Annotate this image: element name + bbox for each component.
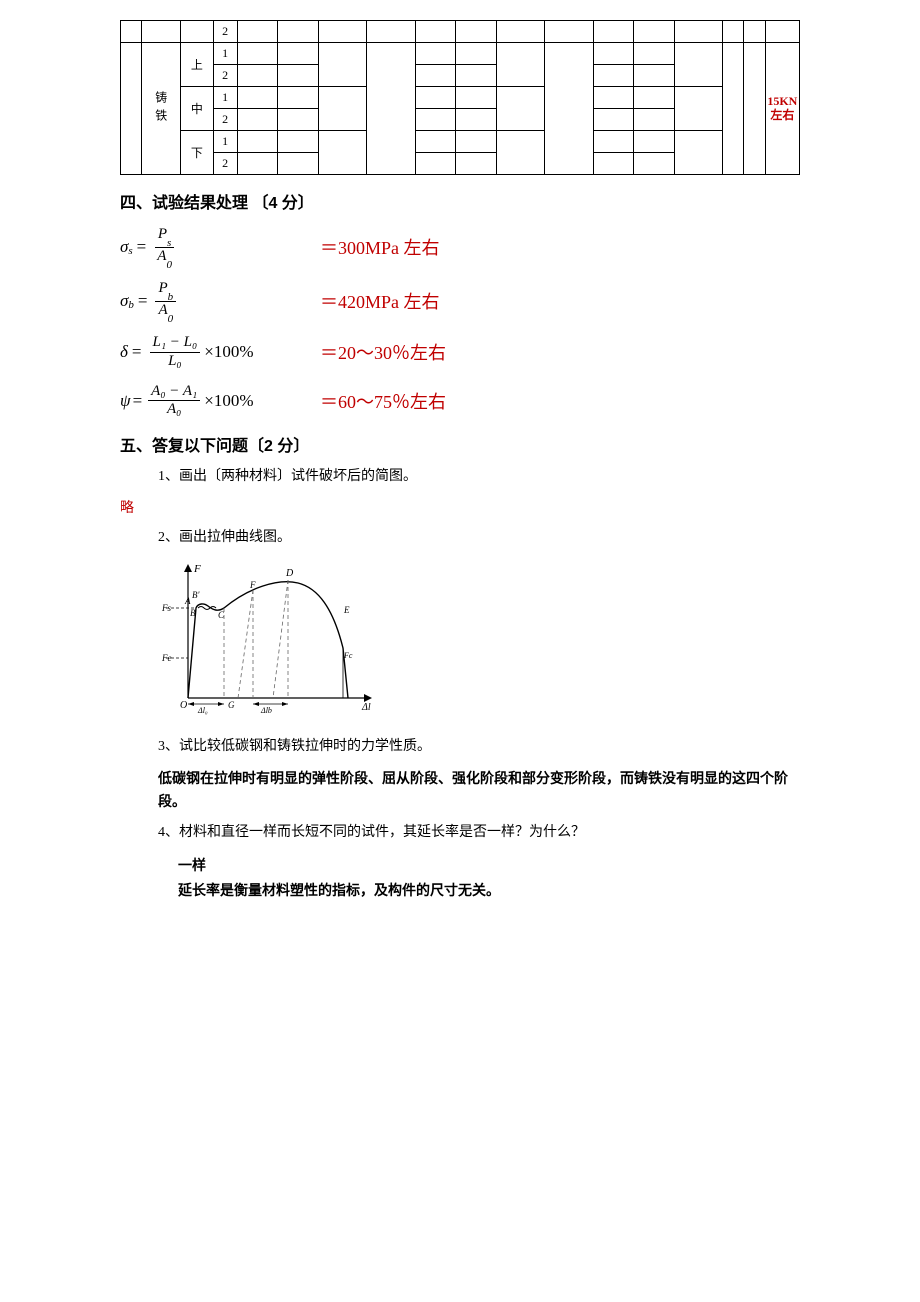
result-text: ＝300MPa 左右 [320, 234, 440, 260]
svg-text:D: D [285, 568, 294, 579]
cell-num: 1 [213, 131, 237, 153]
result-text: ＝20～30％左右 [320, 339, 446, 365]
svg-text:Δl₀: Δl₀ [197, 706, 208, 715]
svg-text:B': B' [192, 590, 200, 600]
table-row-prev: 2 [121, 21, 800, 43]
table-row: 中 1 [121, 87, 800, 109]
svg-text:B: B [190, 608, 196, 618]
svg-text:F: F [249, 580, 256, 590]
data-table: 2 铸铁 上 1 15KN左右 2 中 1 2 下 [120, 20, 800, 175]
cell-num: 2 [213, 21, 237, 43]
material-cell: 铸铁 [142, 43, 181, 175]
section-4-heading: 四、试验结果处理 〔4 分〕 [120, 189, 800, 213]
formula-sigma-s: σs = Ps A0 ＝300MPa 左右 [120, 227, 800, 267]
svg-text:A: A [184, 596, 191, 606]
svg-text:Fe: Fe [161, 653, 172, 663]
question-1: 1、画出〔两种材料〕试件破坏后的简图。 [158, 466, 800, 487]
svg-text:Fs: Fs [161, 603, 171, 613]
cell-num: 1 [213, 43, 237, 65]
formula-psi: ψ = A₀ − A₁ A₀ ×100% ＝60～75％左右 [120, 384, 800, 419]
pos-cell: 中 [181, 87, 213, 131]
tensile-curve-diagram: F Δl O A B B' C D E F G Fs Fe Δl₀ Δlb Fc [158, 558, 800, 718]
table-row: 铸铁 上 1 15KN左右 [121, 43, 800, 65]
svg-text:E: E [343, 605, 350, 615]
cell-num: 2 [213, 109, 237, 131]
svg-text:C: C [218, 610, 225, 620]
answer-4-line1: 一样 [178, 853, 800, 878]
answer-3: 低碳钢在拉伸时有明显的弹性阶段、屈从阶段、强化阶段和部分变形阶段，而铸铁没有明显… [158, 767, 800, 812]
pos-cell: 下 [181, 131, 213, 175]
side-note: 15KN左右 [765, 43, 799, 175]
svg-text:Fc: Fc [343, 651, 353, 660]
cell-num: 2 [213, 153, 237, 175]
question-2: 2、画出拉伸曲线图。 [158, 527, 800, 548]
answer-1: 略 [120, 497, 800, 517]
svg-text:Δl: Δl [361, 702, 371, 713]
formula-delta: δ = L₁ − L₀ L₀ ×100% ＝20～30％左右 [120, 335, 800, 370]
section-5-heading: 五、答复以下问题〔2 分〕 [120, 432, 800, 456]
answer-4-line2: 延长率是衡量材料塑性的指标，及构件的尺寸无关。 [178, 878, 800, 903]
svg-text:G: G [228, 700, 235, 710]
cell-num: 2 [213, 65, 237, 87]
svg-text:F: F [193, 563, 201, 575]
result-text: ＝420MPa 左右 [320, 288, 440, 314]
question-3: 3、试比较低碳钢和铸铁拉伸时的力学性质。 [158, 736, 800, 757]
table-row: 下 1 [121, 131, 800, 153]
pos-cell: 上 [181, 43, 213, 87]
result-text: ＝60～75％左右 [320, 388, 446, 414]
formula-sigma-b: σb = Pb A0 ＝420MPa 左右 [120, 281, 800, 321]
svg-text:Δlb: Δlb [260, 706, 272, 715]
cell-num: 1 [213, 87, 237, 109]
question-4: 4、材料和直径一样而长短不同的试件，其延长率是否一样？为什么？ [158, 822, 800, 843]
svg-text:O: O [180, 700, 187, 711]
